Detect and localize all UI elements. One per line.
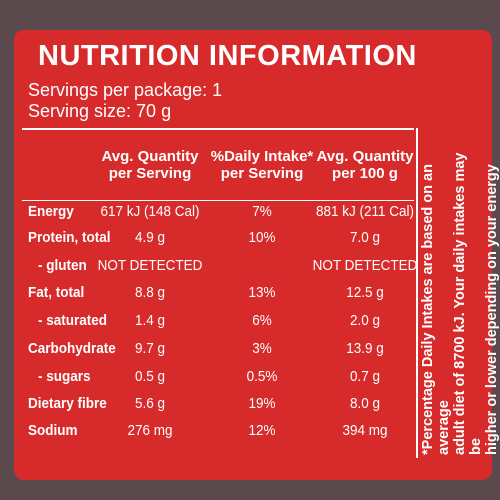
- column-header: %Daily Intake* per Serving: [211, 148, 314, 182]
- row-label: Carbohydrate: [28, 340, 116, 357]
- cell: 13.9 g: [346, 340, 384, 357]
- row-label: Protein, total: [28, 229, 111, 246]
- cell: 5.6 g: [134, 395, 166, 412]
- cell: 394 mg: [342, 422, 388, 439]
- cell: 6%: [252, 312, 272, 329]
- cell: 0.5%: [246, 368, 278, 385]
- cell: 617 kJ (148 Cal): [100, 203, 200, 220]
- label-panel: [14, 30, 492, 480]
- column-header: Avg. Quantity per 100 g: [317, 148, 414, 182]
- cell: 19%: [248, 395, 276, 412]
- row-label: Dietary fibre: [28, 395, 107, 412]
- servings: Servings per package: 1: [28, 80, 223, 100]
- footnote: *Percentage Daily Intakes are based on a…: [420, 135, 500, 455]
- cell: 4.9 g: [134, 229, 166, 246]
- cell: 13%: [248, 284, 276, 301]
- serving-size: Serving size: 70 g: [28, 101, 172, 121]
- cell: 8.8 g: [134, 284, 166, 301]
- row-label: - saturated: [38, 312, 108, 329]
- title: NUTRITION INFORMATION: [38, 40, 417, 72]
- header-line: %Daily Intake*: [210, 148, 314, 165]
- rule: [22, 128, 414, 130]
- cell: 3%: [252, 340, 272, 357]
- cell: 12.5 g: [346, 284, 384, 301]
- cell: 12%: [248, 422, 276, 439]
- cell: 1.4 g: [134, 312, 166, 329]
- cell: 0.7 g: [349, 368, 381, 385]
- row-label: Sodium: [28, 422, 78, 439]
- cell: NOT DETECTED: [97, 257, 203, 274]
- cell: 7.0 g: [349, 229, 381, 246]
- cell: NOT DETECTED: [312, 257, 418, 274]
- cell: 10%: [248, 229, 276, 246]
- row-label: - sugars: [38, 368, 91, 385]
- cell: 7%: [252, 203, 272, 220]
- header-line: Avg. Quantity: [101, 148, 199, 165]
- cell: 9.7 g: [134, 340, 166, 357]
- cell: 2.0 g: [349, 312, 381, 329]
- row-label: Fat, total: [28, 284, 85, 301]
- row-label: Energy: [28, 203, 74, 220]
- row-label: - gluten: [38, 257, 87, 274]
- footnote-line: *Percentage Daily Intakes are based on a…: [420, 164, 452, 455]
- divider: [416, 128, 418, 458]
- column-header: Avg. Quantity per Serving: [102, 148, 199, 182]
- cell: 276 mg: [127, 422, 173, 439]
- header-line: per 100 g: [332, 165, 398, 182]
- header-line: Avg. Quantity: [316, 148, 414, 165]
- header-line: per Serving: [220, 165, 304, 182]
- footnote-line: higher or lower depending on your energy…: [484, 164, 500, 455]
- rule: [22, 200, 414, 201]
- cell: 8.0 g: [349, 395, 381, 412]
- header-line: per Serving: [108, 165, 192, 182]
- cell: 0.5 g: [134, 368, 166, 385]
- cell: 881 kJ (211 Cal): [315, 203, 415, 220]
- footnote-line: adult diet of 8700 kJ. Your daily intake…: [452, 152, 484, 455]
